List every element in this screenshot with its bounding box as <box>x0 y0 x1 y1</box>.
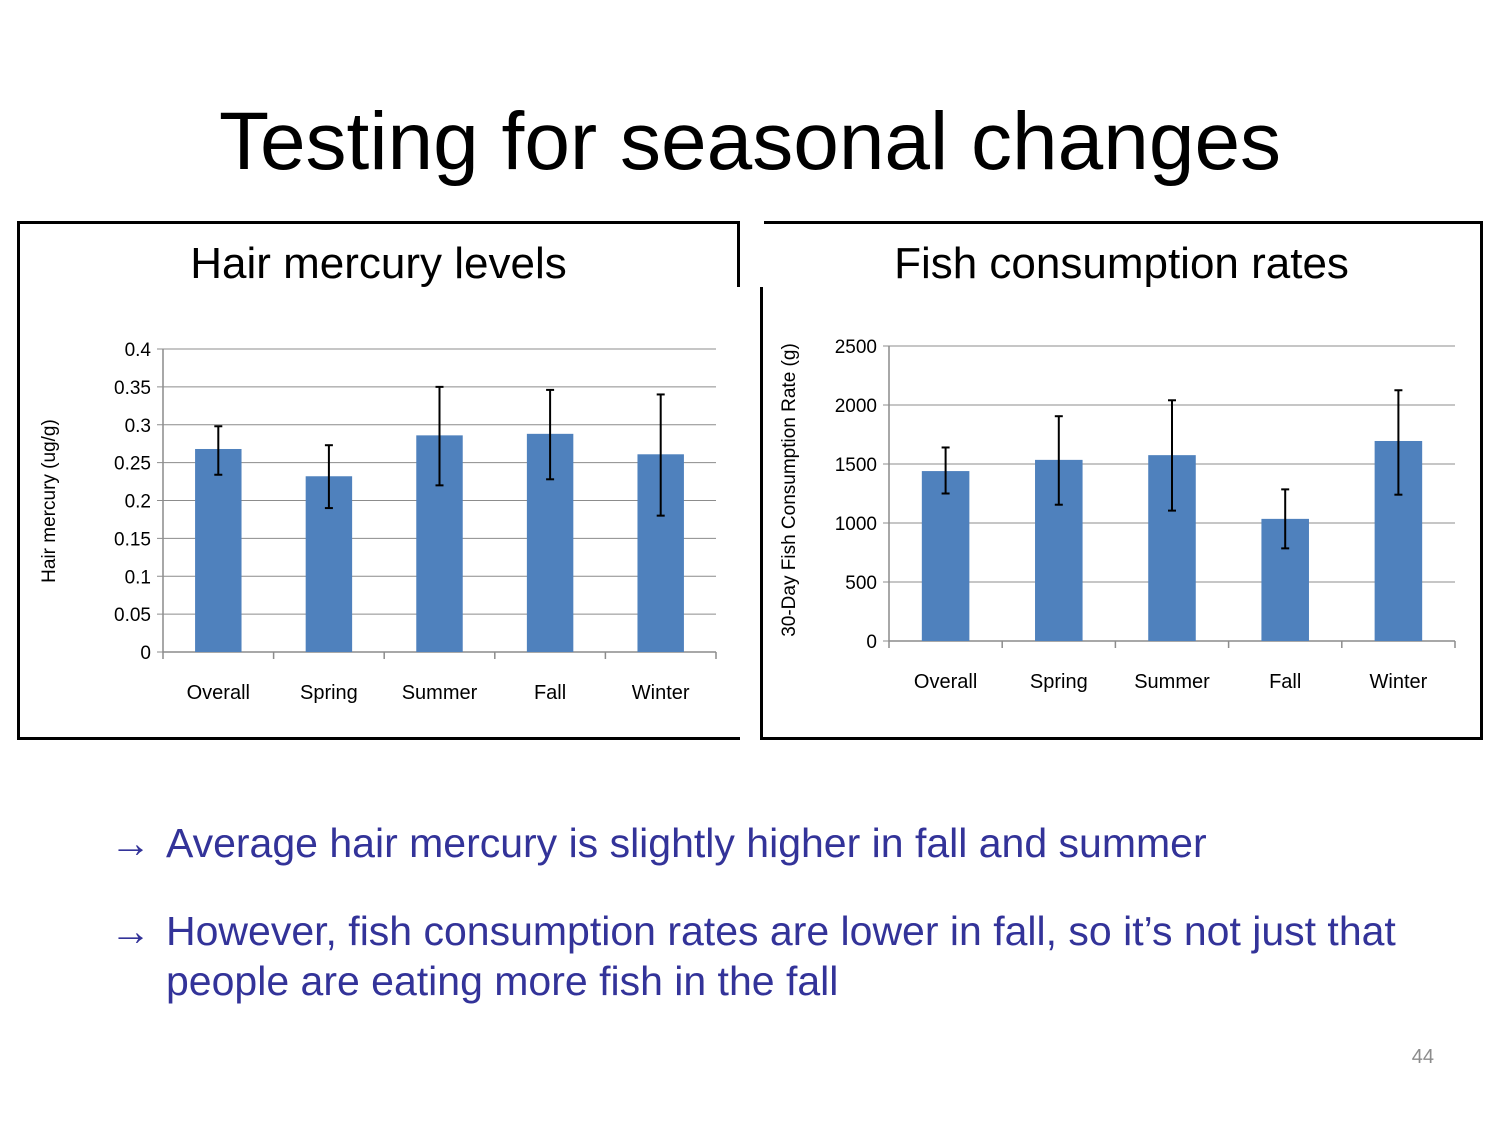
y-tick-label: 0.3 <box>125 416 151 437</box>
fish-consumption-title: Fish consumption rates <box>894 239 1349 288</box>
y-tick-label: 0.25 <box>114 454 151 475</box>
hair-mercury-chart: 0 0.05 0.1 0.15 0.2 0.25 0.3 0.35 0.4 Hair mercur… <box>39 340 717 704</box>
y-tick-label: 0 <box>866 632 877 653</box>
x-tick-label: Summer <box>1134 671 1210 693</box>
bar <box>921 471 970 641</box>
x-tick-label: Spring <box>1030 671 1088 693</box>
y-axis-label: 30-Day Fish Consumption Rate (g) <box>779 343 800 637</box>
y-tick-label: 2500 <box>835 337 877 358</box>
x-tick-label: Winter <box>1370 671 1428 693</box>
page-number: 44 <box>1411 1046 1434 1068</box>
bullet-text: However, fish consumption rates are lowe… <box>166 908 1396 1004</box>
y-tick-label: 0.4 <box>125 340 152 361</box>
error-bar <box>941 446 950 495</box>
x-tick-label: Winter <box>632 682 690 704</box>
x-tick-label: Spring <box>300 682 358 704</box>
bullet-item: → However, fish consumption rates are lo… <box>110 906 1410 1006</box>
y-tick-label: 500 <box>845 573 877 594</box>
y-tick-label: 0.1 <box>125 567 151 588</box>
y-tick-label: 0 <box>140 643 151 664</box>
arrow-right-icon: → <box>110 908 151 954</box>
error-bar <box>324 444 333 510</box>
x-tick-label: Fall <box>1269 671 1301 693</box>
error-bar <box>435 385 444 487</box>
bullet-item: → Average hair mercury is slightly highe… <box>110 818 1410 868</box>
bullet-text: Average hair mercury is slightly higher … <box>166 820 1207 866</box>
hair-mercury-title: Hair mercury levels <box>190 239 567 288</box>
y-tick-label: 0.2 <box>125 492 151 513</box>
y-axis-label: Hair mercury (ug/g) <box>39 419 60 583</box>
error-bar <box>1281 488 1290 550</box>
arrow-right-icon: → <box>110 820 151 866</box>
x-tick-label: Overall <box>914 671 977 693</box>
error-bar <box>1054 415 1063 506</box>
slide-title: Testing for seasonal changes <box>218 96 1282 187</box>
fish-consumption-panel: Fish consumption rates 0 500 1000 1500 2000 2… <box>760 221 1483 740</box>
bullet-list: → Average hair mercury is slightly highe… <box>110 818 1410 1044</box>
y-tick-label: 1000 <box>835 514 877 535</box>
x-tick-label: Fall <box>534 682 566 704</box>
fish-consumption-chart: 0 500 1000 1500 2000 2500 30-Day Fish Consumpt… <box>779 337 1456 693</box>
error-bar <box>656 393 665 517</box>
y-tick-label: 0.35 <box>114 378 151 399</box>
bar <box>195 448 242 652</box>
x-tick-label: Overall <box>187 682 250 704</box>
hair-mercury-panel: Hair mercury levels 0 0.05 0.1 0.15 0.2 0.25 0… <box>17 221 740 740</box>
error-bar <box>1168 399 1176 512</box>
y-tick-label: 2000 <box>835 396 877 417</box>
error-bar <box>546 388 555 481</box>
y-tick-label: 1500 <box>835 455 877 476</box>
y-tick-label: 0.05 <box>114 605 151 626</box>
error-bar <box>1394 389 1403 496</box>
x-tick-label: Summer <box>402 682 478 704</box>
y-tick-label: 0.15 <box>114 529 151 550</box>
error-bar <box>214 425 223 476</box>
